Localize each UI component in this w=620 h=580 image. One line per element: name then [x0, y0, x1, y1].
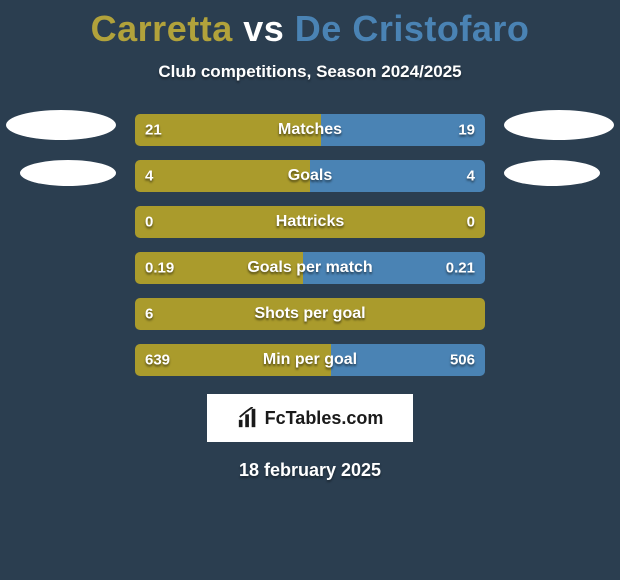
stat-value-left: 6 — [145, 306, 153, 323]
stat-value-right: 19 — [458, 122, 475, 139]
stat-label: Min per goal — [263, 351, 357, 369]
avatar-placeholder-left-2 — [20, 160, 116, 186]
bar-chart-icon — [237, 407, 259, 429]
player-left-name: Carretta — [91, 8, 233, 49]
stat-bar: 6 Shots per goal — [135, 298, 485, 330]
stat-bar-right-segment — [310, 160, 485, 192]
comparison-title: Carretta vs De Cristofaro — [0, 0, 620, 50]
stat-value-left: 639 — [145, 352, 170, 369]
stat-value-right: 0 — [467, 214, 475, 231]
stat-bar-left-segment — [135, 160, 310, 192]
logo-box: FcTables.com — [207, 394, 413, 442]
subtitle: Club competitions, Season 2024/2025 — [0, 62, 620, 82]
stat-bar: 0.19 0.21 Goals per match — [135, 252, 485, 284]
stat-value-right: 506 — [450, 352, 475, 369]
stat-value-right: 4 — [467, 168, 475, 185]
stats-section: 21 19 Matches 4 4 Goals 0 0 Hattricks 0.19 0.21 Goa… — [0, 114, 620, 376]
stat-label: Goals — [288, 167, 332, 185]
stat-label: Shots per goal — [254, 305, 365, 323]
stat-bar: 0 0 Hattricks — [135, 206, 485, 238]
avatar-placeholder-right-1 — [504, 110, 614, 140]
player-right-name: De Cristofaro — [295, 8, 530, 49]
stat-value-right: 0.21 — [446, 260, 475, 277]
stat-label: Goals per match — [247, 259, 372, 277]
date-text: 18 february 2025 — [0, 460, 620, 481]
stat-bars: 21 19 Matches 4 4 Goals 0 0 Hattricks 0.19 0.21 Goa… — [135, 114, 485, 376]
stat-label: Matches — [278, 121, 342, 139]
logo-text: FcTables.com — [265, 408, 384, 429]
stat-bar: 639 506 Min per goal — [135, 344, 485, 376]
stat-value-left: 21 — [145, 122, 162, 139]
vs-text: vs — [243, 8, 284, 49]
avatar-placeholder-left-1 — [6, 110, 116, 140]
stat-bar: 4 4 Goals — [135, 160, 485, 192]
stat-label: Hattricks — [276, 213, 344, 231]
avatar-placeholder-right-2 — [504, 160, 600, 186]
stat-value-left: 0 — [145, 214, 153, 231]
stat-value-left: 0.19 — [145, 260, 174, 277]
stat-bar: 21 19 Matches — [135, 114, 485, 146]
stat-value-left: 4 — [145, 168, 153, 185]
